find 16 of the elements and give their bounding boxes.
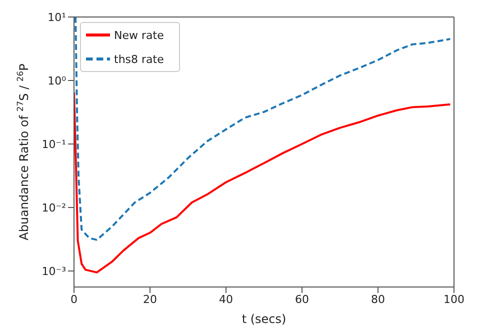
x-tick-label: 60 [295, 292, 309, 306]
y-tick-label: 10⁰ [48, 74, 67, 88]
y-tick-label: 10¹ [48, 10, 66, 24]
x-tick-label: 20 [143, 292, 157, 306]
x-tick-label: 80 [371, 292, 385, 306]
y-tick-label: 10⁻¹ [42, 138, 66, 151]
line-series [74, 17, 452, 241]
y-tick-label: 10⁻² [42, 201, 66, 214]
legend-label: New rate [114, 29, 164, 42]
legend-label: ths8 rate [114, 53, 164, 66]
line-series [74, 91, 452, 274]
x-tick-label: 0 [70, 292, 78, 306]
x-tick-label: 40 [219, 292, 233, 306]
x-axis-title: t (secs) [242, 312, 286, 326]
x-tick-label: 100 [444, 292, 464, 306]
y-tick-label: 10⁻³ [42, 264, 66, 278]
